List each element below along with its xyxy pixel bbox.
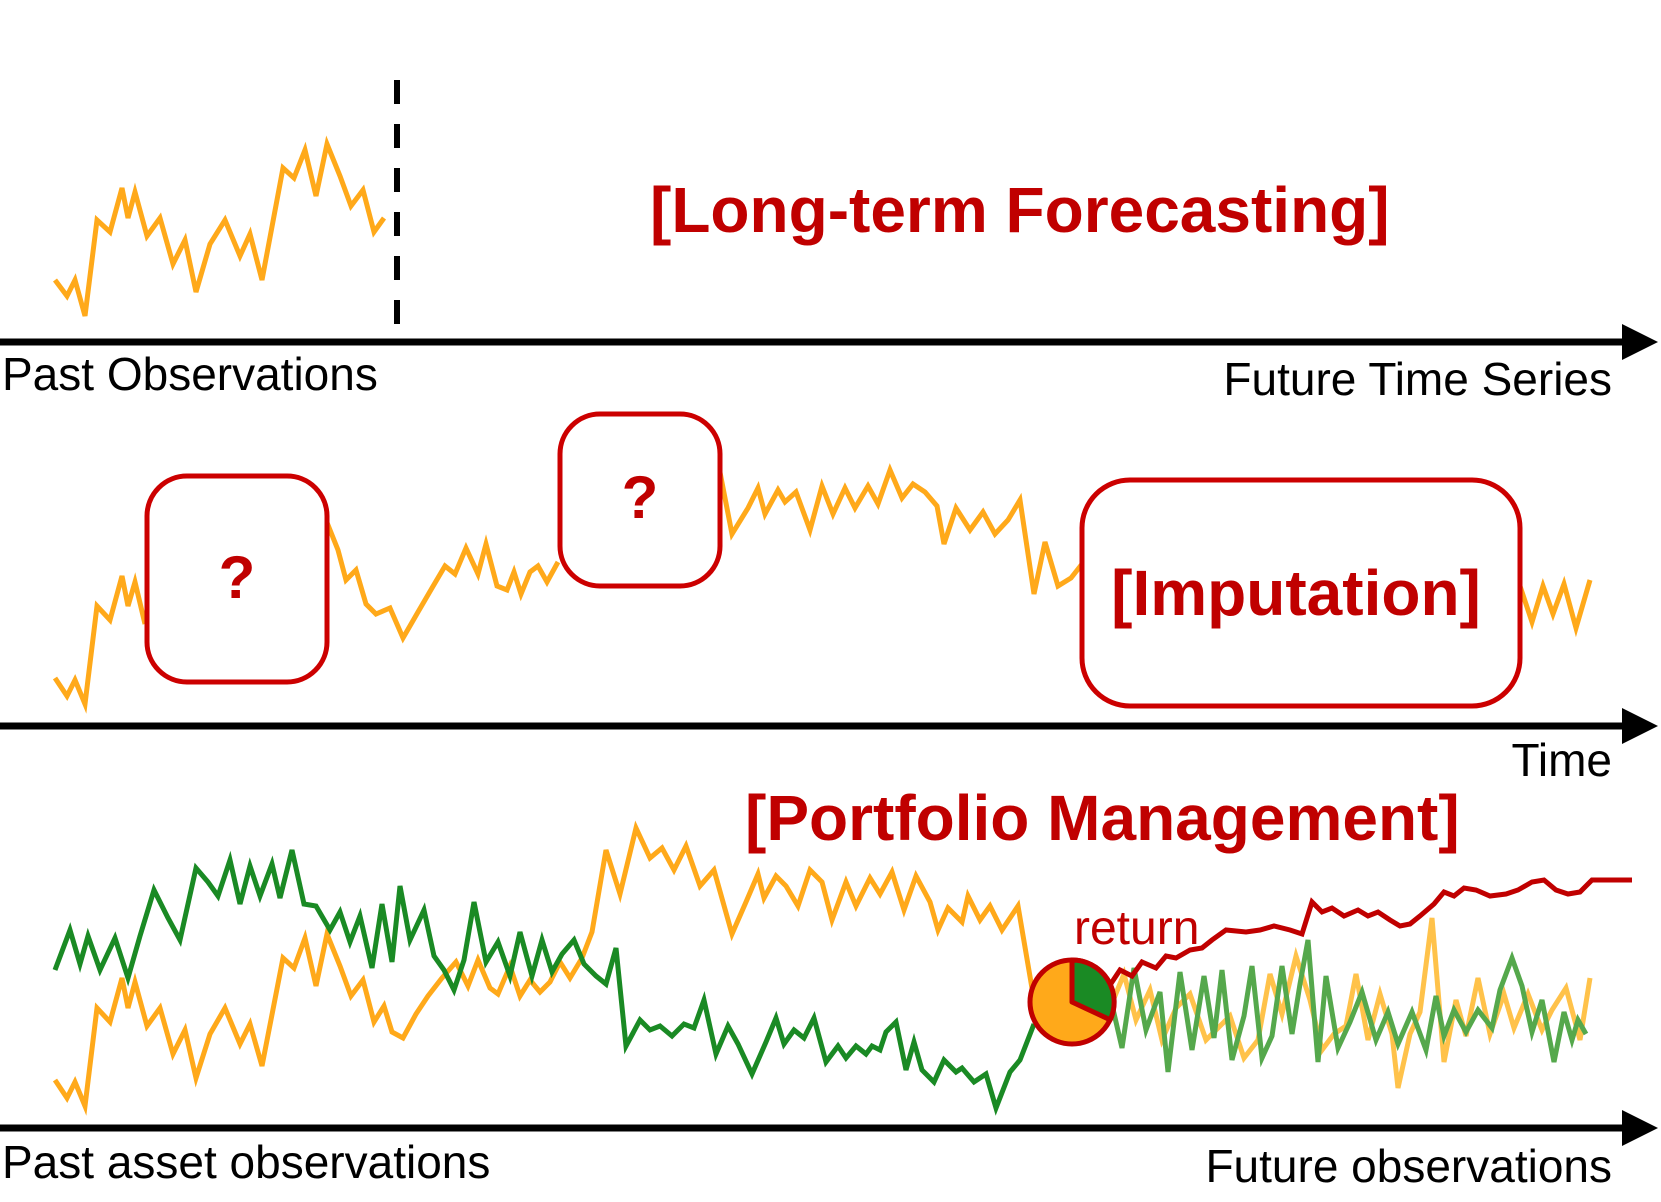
time-axis-label: Time bbox=[1511, 734, 1612, 786]
portfolio-title: [Portfolio Management] bbox=[745, 782, 1460, 854]
forecasting-title: [Long-term Forecasting] bbox=[650, 174, 1390, 246]
imputation-title: [Imputation] bbox=[1111, 557, 1481, 629]
observed-series-segment-1 bbox=[52, 572, 148, 714]
missing-value-mark-2: ? bbox=[622, 464, 659, 531]
imputation-panel: ? ? [Imputation] Time bbox=[0, 411, 1658, 786]
missing-value-mark-1: ? bbox=[219, 544, 256, 611]
return-label: return bbox=[1074, 902, 1199, 955]
portfolio-panel: [Portfolio Management] return Past asset… bbox=[0, 782, 1658, 1192]
forecasting-panel: [Long-term Forecasting] Past Observation… bbox=[0, 80, 1658, 405]
missing-block-mask-1 bbox=[144, 473, 330, 685]
portfolio-return-line bbox=[1094, 877, 1632, 992]
missing-block-mask-2 bbox=[557, 411, 723, 589]
observed-series-segment-3 bbox=[715, 461, 1084, 595]
asset-series-orange bbox=[52, 820, 1037, 1116]
asset-series-green bbox=[52, 849, 1037, 1116]
forecasting-axis-arrowhead bbox=[1622, 324, 1658, 360]
predicted-series-green bbox=[1093, 939, 1589, 1073]
future-time-series-label: Future Time Series bbox=[1223, 353, 1612, 405]
observed-series-segment-2 bbox=[323, 519, 561, 644]
observed-series-segment-4 bbox=[1517, 575, 1593, 638]
past-asset-observations-label: Past asset observations bbox=[2, 1136, 490, 1188]
pie-chart-icon bbox=[1027, 957, 1117, 1047]
imputation-axis-arrowhead bbox=[1622, 708, 1658, 744]
future-observations-label: Future observations bbox=[1205, 1140, 1612, 1192]
missing-block-mask-3 bbox=[1079, 477, 1523, 709]
portfolio-axis-arrowhead bbox=[1622, 1110, 1658, 1146]
past-observation-series bbox=[53, 135, 387, 317]
past-observations-label: Past Observations bbox=[2, 348, 378, 400]
